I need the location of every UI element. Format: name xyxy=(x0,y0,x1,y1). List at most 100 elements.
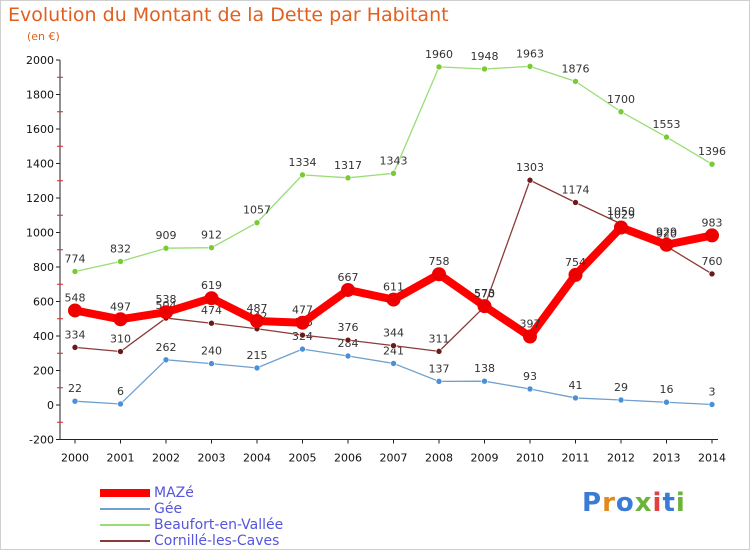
x-tick-label: 2014 xyxy=(698,452,726,465)
data-label: 376 xyxy=(338,321,359,334)
data-label: 29 xyxy=(614,381,628,394)
data-point xyxy=(435,378,443,385)
data-label: 487 xyxy=(247,302,268,315)
data-point xyxy=(68,303,82,318)
data-point xyxy=(614,220,628,235)
legend-swatch xyxy=(100,524,150,526)
data-point xyxy=(71,397,79,405)
data-point xyxy=(526,176,534,184)
data-label: 137 xyxy=(429,362,450,375)
data-point xyxy=(159,305,173,320)
proxiti-logo: Proxiti xyxy=(582,488,686,518)
x-tick-label: 2008 xyxy=(425,452,453,465)
data-label: 832 xyxy=(110,242,131,255)
data-label: 311 xyxy=(429,332,450,345)
data-point xyxy=(208,360,215,367)
data-point xyxy=(526,63,534,70)
data-point xyxy=(481,377,488,385)
y-tick-label: 1600 xyxy=(26,123,54,136)
data-label: 6 xyxy=(117,385,124,398)
x-tick-label: 2009 xyxy=(471,452,499,465)
y-tick-label: -200 xyxy=(29,434,54,447)
data-point xyxy=(432,267,446,282)
data-label: 497 xyxy=(110,300,131,313)
data-point xyxy=(663,133,670,141)
data-point xyxy=(617,108,625,116)
x-tick-label: 2001 xyxy=(107,452,135,465)
data-label: 909 xyxy=(156,229,177,242)
data-label: 474 xyxy=(201,304,222,317)
data-point xyxy=(113,312,128,327)
data-label: 138 xyxy=(474,362,495,375)
data-label: 929 xyxy=(656,226,677,239)
data-label: 16 xyxy=(660,383,674,396)
data-point xyxy=(299,171,306,179)
y-tick-label: 1200 xyxy=(26,192,54,205)
data-point xyxy=(390,342,397,349)
data-point xyxy=(295,315,310,330)
data-point xyxy=(71,344,79,351)
data-label: 983 xyxy=(702,216,723,229)
data-point xyxy=(572,78,579,85)
data-point xyxy=(208,244,215,251)
y-tick-label: 600 xyxy=(33,296,54,309)
data-point xyxy=(659,237,674,252)
chart-title: Evolution du Montant de la Dette par Hab… xyxy=(8,4,449,26)
data-label: 397 xyxy=(520,318,541,331)
data-label: 310 xyxy=(110,333,131,346)
data-label: 334 xyxy=(65,328,86,341)
data-label: 215 xyxy=(247,349,268,362)
data-label: 1343 xyxy=(380,154,408,167)
data-label: 1334 xyxy=(289,156,317,169)
data-label: 3 xyxy=(709,385,716,398)
data-point xyxy=(344,336,352,344)
data-point xyxy=(705,228,719,243)
x-tick-label: 2005 xyxy=(289,452,317,465)
data-label: 41 xyxy=(569,379,583,392)
y-tick-label: 400 xyxy=(33,330,54,343)
data-label: 22 xyxy=(68,382,82,395)
data-point xyxy=(572,394,579,402)
x-tick-label: 2007 xyxy=(380,452,408,465)
data-label: 619 xyxy=(201,279,222,292)
legend-label: Beaufort-en-Vallée xyxy=(154,517,284,533)
data-label: 1700 xyxy=(607,93,635,106)
y-tick-label: 1800 xyxy=(26,89,54,102)
data-point xyxy=(162,356,170,364)
x-tick-label: 2006 xyxy=(334,452,362,465)
data-point xyxy=(204,291,219,306)
data-point xyxy=(477,299,492,314)
data-label: 1396 xyxy=(698,145,726,158)
y-tick-label: 2000 xyxy=(26,54,54,67)
x-tick-label: 2011 xyxy=(562,452,590,465)
data-label: 1960 xyxy=(425,48,453,61)
data-point xyxy=(708,160,716,168)
data-label: 573 xyxy=(474,287,495,300)
data-point xyxy=(390,360,397,367)
x-tick-label: 2002 xyxy=(152,452,180,465)
data-label: 1029 xyxy=(607,208,635,221)
data-point xyxy=(341,282,355,297)
legend-label: Cornillé-les-Caves xyxy=(154,533,280,549)
data-label: 1050 xyxy=(607,205,635,218)
data-label: 912 xyxy=(201,229,222,242)
data-point xyxy=(523,329,537,344)
data-label: 1317 xyxy=(334,159,362,172)
data-label: 760 xyxy=(702,255,723,268)
data-label: 262 xyxy=(156,341,177,354)
data-point xyxy=(344,174,352,182)
y-tick-label: 200 xyxy=(33,365,54,378)
data-label: 548 xyxy=(65,291,86,304)
data-label: 611 xyxy=(383,281,404,294)
data-label: 1876 xyxy=(562,62,590,75)
data-point xyxy=(253,219,261,226)
x-tick-label: 2010 xyxy=(516,452,544,465)
data-point xyxy=(390,170,397,177)
data-point xyxy=(117,400,124,408)
x-tick-label: 2013 xyxy=(653,452,681,465)
data-point xyxy=(435,348,443,355)
data-point xyxy=(299,345,306,353)
data-point xyxy=(617,396,625,404)
data-point xyxy=(117,258,124,265)
